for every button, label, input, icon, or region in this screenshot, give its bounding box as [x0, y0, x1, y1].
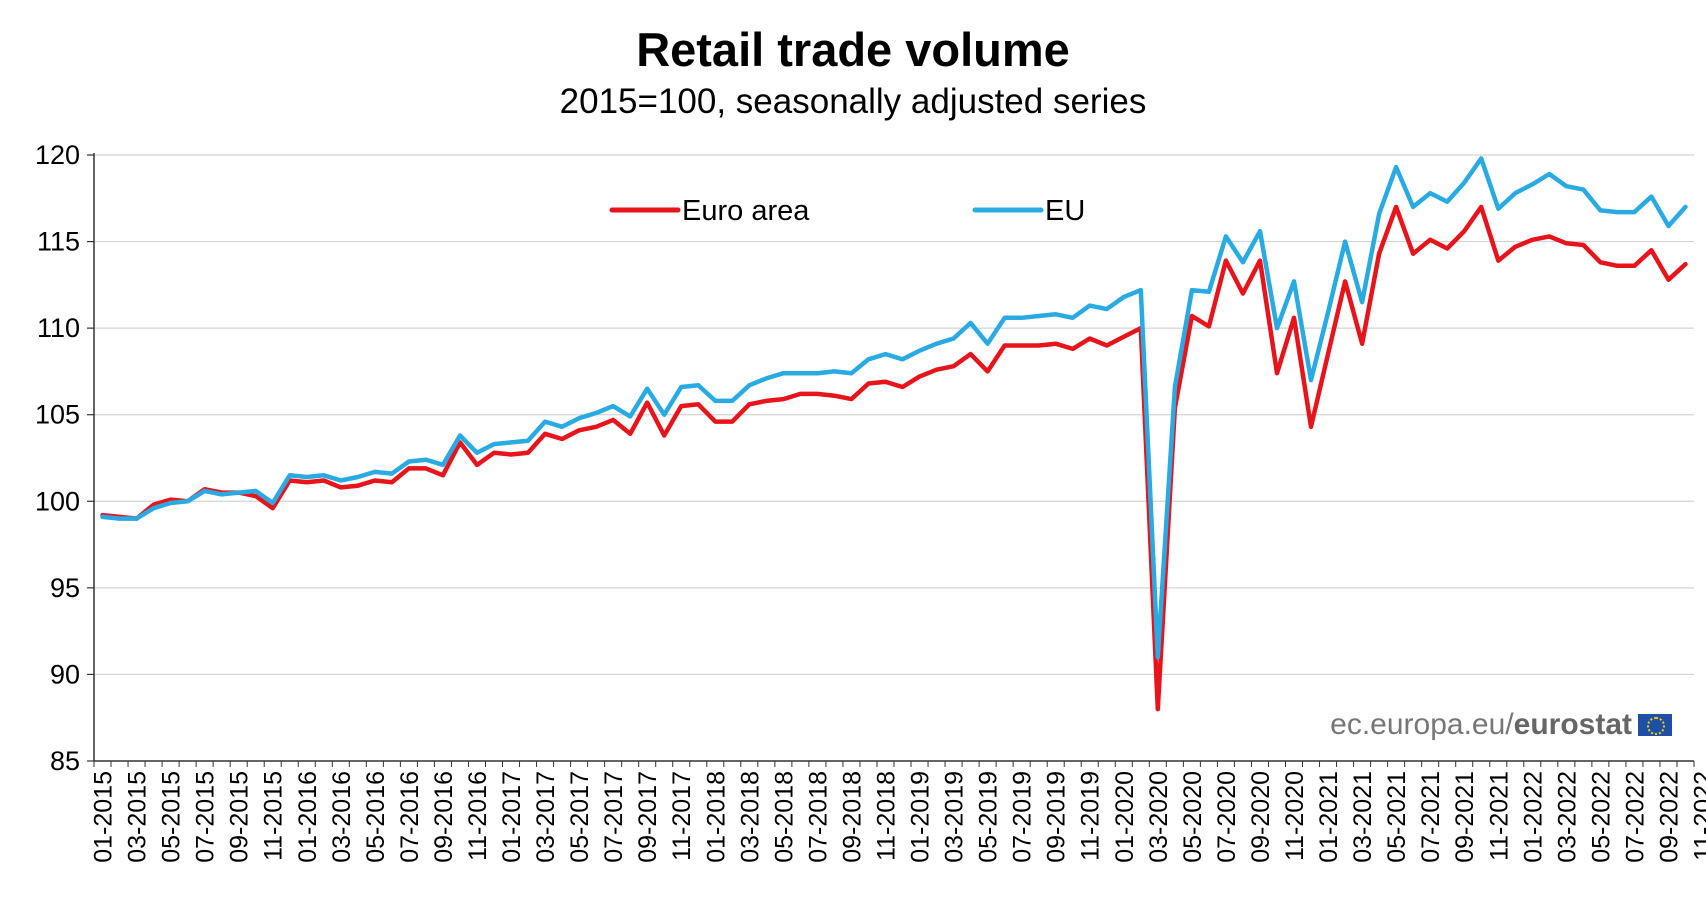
x-tick-label: 01-2021 [1315, 771, 1343, 863]
x-tick-label: 03-2015 [124, 771, 152, 863]
x-tick-label: 11-2016 [464, 771, 492, 861]
y-tick-label: 100 [35, 486, 80, 516]
y-tick-label: 105 [35, 400, 80, 430]
x-tick-label: 11-2015 [260, 771, 288, 861]
x-tick-label: 05-2020 [1179, 771, 1207, 863]
legend-label-0: Euro area [682, 195, 810, 227]
x-tick-label: 11-2019 [1077, 771, 1105, 861]
x-tick-label: 05-2021 [1383, 771, 1411, 863]
legend: Euro area EU [609, 195, 1085, 227]
x-tick-label: 11-2021 [1485, 771, 1513, 861]
x-tick-label: 07-2020 [1213, 771, 1241, 863]
x-tick-label: 09-2020 [1247, 771, 1275, 863]
x-tick-label: 01-2020 [1111, 771, 1139, 863]
watermark-brand: eurostat [1513, 708, 1632, 741]
x-tick-label: 07-2019 [1009, 771, 1037, 863]
x-tick-label: 09-2018 [838, 771, 866, 863]
x-tick-label: 03-2022 [1553, 771, 1581, 863]
x-axis-ticks: 01-2015 03-2015 05-2015 07-2015 09-2015 11-20… [90, 761, 1706, 863]
legend-label-1: EU [1045, 195, 1085, 227]
x-tick-label: 01-2015 [90, 771, 118, 863]
series-line-1 [100, 156, 1688, 660]
series-lines [100, 156, 1688, 712]
x-tick-label: 03-2017 [532, 771, 560, 863]
x-tick-label: 07-2022 [1621, 771, 1649, 863]
x-tick-label: 03-2021 [1349, 771, 1377, 863]
x-tick-label: 05-2022 [1587, 771, 1615, 863]
x-tick-label: 01-2017 [498, 771, 526, 863]
x-tick-label: 07-2021 [1417, 771, 1445, 863]
y-tick-label: 120 [35, 140, 80, 170]
eu-flag-icon [1638, 714, 1672, 736]
x-tick-label: 03-2019 [941, 771, 969, 863]
x-tick-label: 11-2020 [1281, 771, 1309, 861]
chart-subtitle: 2015=100, seasonally adjusted series [559, 82, 1147, 121]
x-tick-label: 11-2018 [872, 771, 900, 861]
x-tick-label: 05-2018 [770, 771, 798, 863]
x-tick-label: 03-2020 [1145, 771, 1173, 863]
x-tick-label: 05-2019 [975, 771, 1003, 863]
x-tick-label: 09-2016 [430, 771, 458, 863]
x-tick-label: 07-2015 [192, 771, 220, 863]
x-tick-label: 05-2015 [158, 771, 186, 863]
x-tick-label: 01-2022 [1519, 771, 1547, 863]
x-tick-label: 01-2019 [907, 771, 935, 863]
x-tick-label: 09-2017 [634, 771, 662, 863]
x-tick-label: 03-2016 [328, 771, 356, 863]
x-tick-label: 05-2017 [566, 771, 594, 863]
y-tick-label: 95 [50, 573, 80, 603]
x-tick-label: 07-2018 [804, 771, 832, 863]
y-axis-ticks: 85 90 95 100 105 110 115 120 [35, 140, 94, 776]
x-tick-label: 09-2015 [226, 771, 254, 863]
y-tick-label: 85 [50, 746, 80, 776]
eurostat-watermark: ec.europa.eu/eurostat [1330, 708, 1672, 742]
y-tick-label: 90 [50, 659, 80, 689]
x-tick-label: 11-2017 [668, 771, 696, 861]
y-tick-label: 110 [37, 313, 80, 343]
watermark-domain: ec.europa.eu/ [1330, 708, 1514, 741]
series-line-0 [100, 204, 1688, 712]
x-tick-label: 11-2022 [1690, 771, 1706, 861]
gridlines [94, 154, 1694, 676]
x-tick-label: 03-2018 [736, 771, 764, 863]
chart-title: Retail trade volume [636, 23, 1070, 76]
x-tick-label: 01-2018 [702, 771, 730, 863]
x-tick-label: 09-2022 [1655, 771, 1683, 863]
x-tick-label: 05-2016 [362, 771, 390, 863]
x-tick-label: 09-2019 [1043, 771, 1071, 863]
y-tick-label: 115 [37, 227, 80, 257]
x-tick-label: 07-2017 [600, 771, 628, 863]
x-tick-label: 01-2016 [294, 771, 322, 863]
x-tick-label: 07-2016 [396, 771, 424, 863]
x-tick-label: 09-2021 [1451, 771, 1479, 863]
